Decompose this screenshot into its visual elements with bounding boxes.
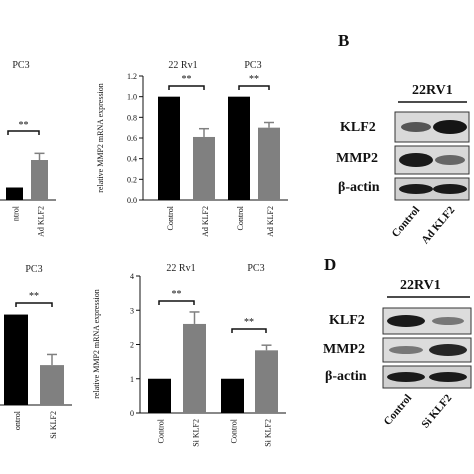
chart-3-bar-3 [255, 350, 278, 413]
chart-3-bar-0 [148, 378, 171, 413]
panel-b-band-actin-treated [433, 184, 467, 194]
chart-0-bar-0 [6, 187, 23, 200]
panel-d-lane-treated: Si KLF2 [419, 392, 454, 431]
chart-1-y-tick-label-2: 0.4 [127, 155, 137, 164]
chart-3-title-1: PC3 [247, 263, 264, 274]
panel-b-western-blot: B 22RV1 KLF2 MMP2 β-actin Control Ad KLF… [336, 31, 470, 247]
chart-3-category-label-2: Control [230, 418, 239, 443]
chart-3-category-label-3: Si KLF2 [264, 419, 273, 447]
panel-b-band-actin-control [399, 184, 433, 194]
panel-b-band-mmp2-control [399, 153, 433, 167]
chart-3-bar-1 [183, 323, 206, 413]
panel-b-band-label-klf2: KLF2 [340, 120, 376, 135]
chart-1-category-label-1: Ad KLF2 [201, 206, 210, 237]
chart-1-category-label-2: Control [236, 205, 245, 230]
chart-3-y-tick-label-0: 0 [130, 409, 134, 418]
panel-d-band-label-klf2: KLF2 [329, 313, 365, 328]
chart-3-y-tick-label-3: 3 [130, 306, 134, 315]
chart-1-significance-label-1: ** [249, 74, 259, 85]
panel-d-band-actin-treated [429, 372, 467, 382]
chart-3-significance-label-0: ** [172, 289, 182, 300]
chart-0-category-label-1: Ad KLF2 [37, 206, 46, 237]
chart-0-significance-bracket-0 [7, 130, 40, 135]
panel-d-blot-actin [382, 365, 472, 389]
chart-1-y-tick-label-0: 0.0 [127, 196, 137, 205]
panel-d-band-klf2-treated [432, 317, 464, 325]
chart-3-bar-2 [221, 378, 244, 413]
panel-b-lane-treated: Ad KLF2 [419, 204, 457, 247]
chart-2-bar-0 [4, 314, 28, 405]
chart-3-y-tick-label-4: 4 [130, 272, 134, 281]
chart-1-significance-label-0: ** [182, 74, 192, 85]
panel-d-band-mmp2-control [389, 346, 423, 354]
chart-1-bar-2 [228, 96, 250, 200]
chart-1-y-tick-label-1: 0.2 [127, 175, 137, 184]
chart-0-significance-label-0: ** [19, 120, 29, 131]
panel-b-band-klf2-treated [433, 120, 467, 134]
panel-b-band-mmp2-treated [435, 155, 465, 165]
chart-3-category-label-1: Si KLF2 [192, 419, 201, 447]
panel-b-band-label-actin: β-actin [338, 180, 380, 195]
panel-d-band-label-actin: β-actin [325, 369, 367, 384]
chart-2-significance-label-0: ** [29, 291, 39, 302]
chart-0-title-0: PC3 [12, 60, 29, 71]
chart-1-bar-3 [258, 127, 280, 200]
panel-b-band-label-mmp2: MMP2 [336, 151, 378, 166]
chart-3-y-tick-label-1: 1 [130, 375, 134, 384]
chart-1-y-tick-label-3: 0.6 [127, 134, 137, 143]
chart-3-significance-label-1: ** [244, 317, 254, 328]
chart-3-category-label-0: Control [157, 418, 166, 443]
chart-1-title-0: 22 Rv1 [168, 60, 197, 71]
chart-3-title-0: 22 Rv1 [166, 263, 195, 274]
panel-d-cell-line: 22RV1 [400, 278, 441, 293]
chart-0-bar-1 [31, 160, 48, 200]
chart-1-y-tick-label-5: 1.0 [127, 93, 137, 102]
panel-b-cell-line: 22RV1 [412, 83, 453, 98]
chart-3-significance-bracket-1 [231, 328, 267, 333]
chart-2-category-label-0: ontrol [13, 410, 22, 430]
chart-1-significance-bracket-0 [168, 85, 205, 90]
chart-3-y-tick-label-2: 2 [130, 341, 134, 350]
panel-d-band-mmp2-treated [429, 344, 467, 356]
panel-d-lane-control: Control [382, 392, 415, 428]
chart-1-title-1: PC3 [244, 60, 261, 71]
chart-0-category-label-0: ntrol [12, 205, 21, 221]
chart-3-y-axis-label: relative MMP2 mRNA expression [92, 289, 101, 399]
panel-d-western-blot: D 22RV1 KLF2 MMP2 β-actin Control Si KLF… [323, 255, 472, 431]
chart-1-category-label-3: Ad KLF2 [266, 206, 275, 237]
panel-d-letter: D [324, 255, 336, 274]
panel-d-band-actin-control [387, 372, 425, 382]
chart-1-y-axis-label: relative MMP2 mRNA expression [96, 83, 105, 193]
chart-1-bar-0 [158, 96, 180, 200]
chart-1-bar-1 [193, 136, 215, 200]
panel-b-letter: B [338, 31, 349, 50]
chart-2-bar-1 [40, 365, 64, 405]
chart-2-category-label-1: Si KLF2 [49, 411, 58, 439]
panel-b-band-klf2-control [401, 122, 431, 132]
panel-b-lane-control: Control [390, 204, 423, 240]
chart-3-significance-bracket-0 [158, 300, 195, 305]
chart-2-significance-bracket-0 [15, 302, 53, 307]
panel-d-band-label-mmp2: MMP2 [323, 342, 365, 357]
panel-d-band-klf2-control [387, 315, 425, 327]
chart-2-title-0: PC3 [25, 264, 42, 275]
chart-1-category-label-0: Control [166, 205, 175, 230]
chart-1-y-tick-label-4: 0.8 [127, 113, 137, 122]
chart-1-y-tick-label-6: 1.2 [127, 72, 137, 81]
chart-1-significance-bracket-1 [238, 85, 270, 90]
